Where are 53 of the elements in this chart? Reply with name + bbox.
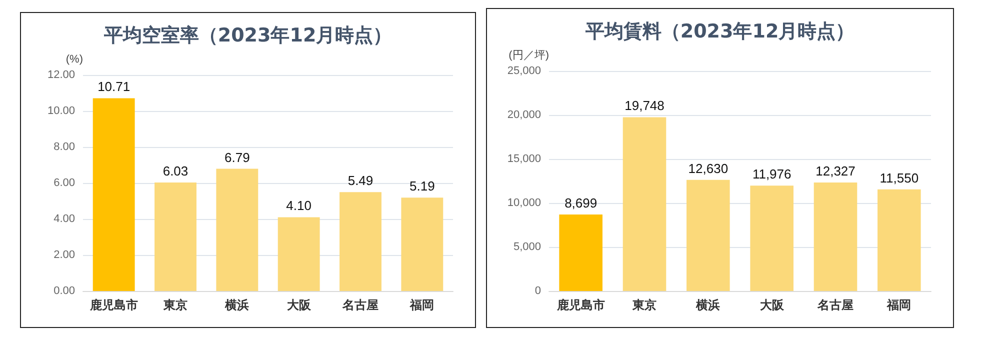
x-tick-label: 横浜 bbox=[224, 298, 250, 312]
bar bbox=[622, 117, 666, 291]
y-tick-label: 5,000 bbox=[513, 241, 541, 253]
bar bbox=[401, 198, 444, 291]
bar bbox=[340, 192, 382, 291]
y-tick-label: 15,000 bbox=[507, 153, 541, 165]
data-label: 4.10 bbox=[286, 198, 312, 214]
bar bbox=[686, 180, 730, 291]
x-tick-label: 横浜 bbox=[695, 298, 720, 312]
x-tick-label: 東京 bbox=[632, 298, 656, 312]
data-label: 19,748 bbox=[624, 98, 664, 114]
y-tick-label: 8.00 bbox=[54, 141, 75, 153]
data-label: 12,630 bbox=[688, 160, 728, 176]
bar bbox=[216, 168, 258, 291]
y-tick-label: 4.00 bbox=[54, 213, 75, 225]
y-tick-label: 0.00 bbox=[54, 285, 75, 297]
data-label: 12,327 bbox=[816, 164, 856, 179]
data-label: 5.49 bbox=[348, 173, 374, 188]
y-tick-label: 20,000 bbox=[507, 109, 541, 121]
y-tick-label: 0 bbox=[534, 285, 541, 297]
y-tick-label: 10.00 bbox=[47, 105, 75, 117]
y-tick-label: 10,000 bbox=[507, 197, 541, 209]
data-label: 11,550 bbox=[880, 170, 919, 186]
data-label: 11,976 bbox=[752, 166, 792, 182]
y-axis-title: (円／坪) bbox=[508, 50, 549, 62]
data-label: 6.79 bbox=[224, 150, 250, 165]
chart-title: 平均賃料（2023年12月時点） bbox=[584, 20, 855, 42]
data-label: 8,699 bbox=[564, 195, 598, 210]
bar bbox=[878, 189, 921, 291]
y-tick-label: 6.00 bbox=[54, 177, 75, 189]
bar bbox=[814, 182, 858, 291]
data-label: 10.71 bbox=[98, 79, 130, 94]
bar bbox=[154, 182, 196, 291]
x-tick-label: 鹿児島市 bbox=[556, 298, 605, 312]
y-axis-title: (%) bbox=[66, 54, 83, 66]
x-tick-label: 福岡 bbox=[409, 298, 434, 312]
y-tick-label: 25,000 bbox=[507, 65, 541, 77]
bar bbox=[278, 217, 320, 291]
bar bbox=[750, 186, 794, 291]
data-label: 6.03 bbox=[162, 163, 188, 178]
bar bbox=[92, 98, 135, 291]
data-label: 5.19 bbox=[410, 178, 435, 194]
x-tick-label: 大阪 bbox=[286, 298, 312, 312]
x-tick-label: 鹿児島市 bbox=[88, 298, 138, 312]
y-tick-label: 12.00 bbox=[47, 69, 75, 81]
x-tick-label: 大阪 bbox=[760, 298, 785, 312]
x-tick-label: 名古屋 bbox=[816, 298, 854, 312]
x-tick-label: 福岡 bbox=[886, 298, 912, 312]
chart-title: 平均空室率（2023年12月時点） bbox=[102, 24, 392, 46]
x-tick-label: 東京 bbox=[162, 298, 188, 312]
x-tick-label: 名古屋 bbox=[342, 298, 378, 312]
bar bbox=[559, 214, 602, 291]
y-tick-label: 2.00 bbox=[54, 249, 75, 261]
